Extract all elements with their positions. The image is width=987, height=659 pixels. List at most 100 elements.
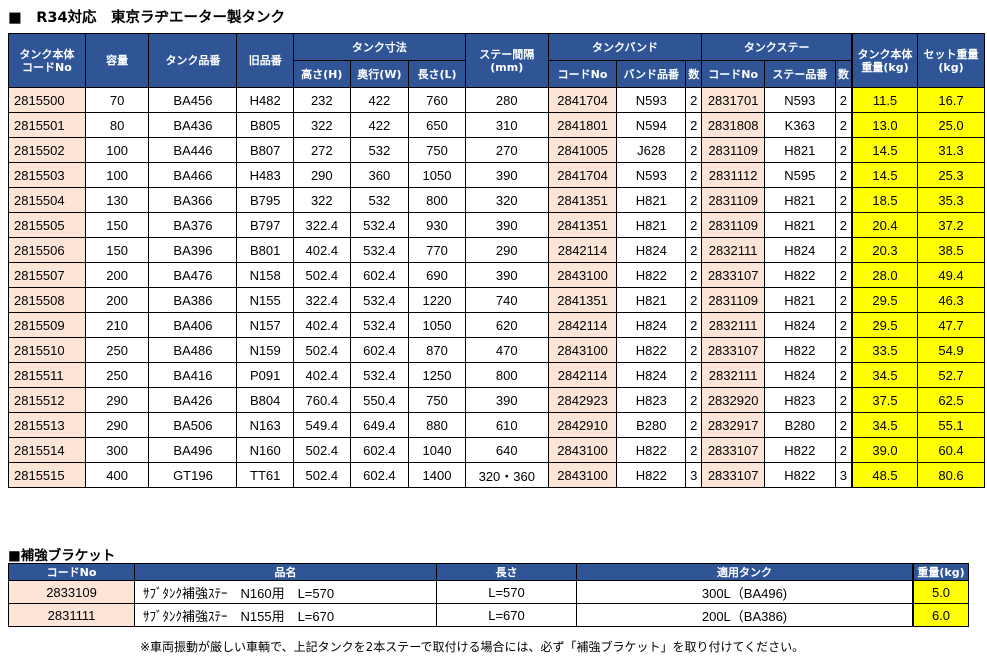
- cell-band-code: 2841351: [547, 187, 618, 213]
- weight-row: 39.0 60.4: [852, 437, 985, 463]
- cell-height: 502.4: [293, 462, 351, 488]
- bracket-row: 2833109 ｻﾌﾞﾀﾝｸ補強ｽﾃｰ N160用 L=570 L=570 300L（…: [8, 580, 913, 604]
- cell-depth: 532.4: [349, 312, 410, 338]
- cell-model: BA416: [148, 362, 238, 388]
- cell-capacity: 210: [84, 312, 150, 338]
- cell-band-model: H822: [616, 462, 687, 488]
- cell-band-model: H824: [616, 237, 687, 263]
- table-row: 2815502 100 BA446 B807 272 532 750 270 2841005 J6…: [8, 137, 853, 163]
- cell-stay-code: 2831109: [701, 137, 765, 163]
- cell-stay-spacing: 390: [464, 162, 549, 188]
- weight-row: 20.3 38.5: [852, 237, 985, 263]
- cell-length: 770: [408, 237, 466, 263]
- bracket-cell-length: L=670: [436, 603, 577, 627]
- cell-stay-model: N595: [763, 162, 836, 188]
- cell-body-weight: 11.5: [852, 87, 918, 113]
- cell-stay-qty: 2: [834, 262, 853, 288]
- cell-stay-code: 2831109: [701, 187, 765, 213]
- cell-length: 650: [408, 112, 466, 138]
- cell-length: 1220: [408, 287, 466, 313]
- weight-row: 48.5 80.6: [852, 462, 985, 488]
- cell-old-model: N163: [236, 412, 294, 438]
- cell-band-qty: 2: [685, 137, 703, 163]
- cell-stay-spacing: 310: [464, 112, 549, 138]
- cell-depth: 602.4: [349, 337, 410, 363]
- cell-set-weight: 55.1: [917, 412, 985, 438]
- cell-stay-code: 2831701: [701, 87, 765, 113]
- cell-height: 502.4: [293, 262, 351, 288]
- cell-band-model: H824: [616, 362, 687, 388]
- table-row: 2815505 150 BA376 B797 322.4 532.4 930 390 28413…: [8, 212, 853, 238]
- cell-length: 880: [408, 412, 466, 438]
- cell-capacity: 80: [84, 112, 150, 138]
- cell-band-code: 2842114: [547, 312, 618, 338]
- cell-stay-qty: 2: [834, 337, 853, 363]
- cell-height: 402.4: [293, 237, 351, 263]
- cell-stay-code: 2831112: [701, 162, 765, 188]
- cell-stay-qty: 2: [834, 87, 853, 113]
- cell-body-weight: 20.3: [852, 237, 918, 263]
- cell-band-model: H821: [616, 287, 687, 313]
- table-row: 2815503 100 BA466 H483 290 360 1050 390 2841704 N…: [8, 162, 853, 188]
- cell-code: 2815503: [8, 162, 86, 188]
- cell-model: BA436: [148, 112, 238, 138]
- cell-set-weight: 25.3: [917, 162, 985, 188]
- cell-stay-model: N593: [763, 87, 836, 113]
- cell-model: BA426: [148, 387, 238, 413]
- cell-old-model: B795: [236, 187, 294, 213]
- cell-stay-spacing: 470: [464, 337, 549, 363]
- cell-stay-qty: 2: [834, 312, 853, 338]
- cell-stay-spacing: 270: [464, 137, 549, 163]
- cell-body-weight: 29.5: [852, 287, 918, 313]
- cell-body-weight: 34.5: [852, 412, 918, 438]
- cell-band-model: H821: [616, 187, 687, 213]
- cell-band-qty: 2: [685, 387, 703, 413]
- header-old-model: 旧品番: [236, 33, 294, 88]
- cell-old-model: N159: [236, 337, 294, 363]
- cell-model: BA466: [148, 162, 238, 188]
- cell-code: 2815512: [8, 387, 86, 413]
- cell-stay-code: 2831109: [701, 212, 765, 238]
- cell-depth: 422: [349, 87, 410, 113]
- cell-band-model: H824: [616, 312, 687, 338]
- cell-height: 502.4: [293, 337, 351, 363]
- cell-old-model: N160: [236, 437, 294, 463]
- cell-model: GT196: [148, 462, 238, 488]
- table-row: 2815510 250 BA486 N159 502.4 602.4 870 470 28431…: [8, 337, 853, 363]
- cell-old-model: B801: [236, 237, 294, 263]
- cell-length: 1400: [408, 462, 466, 488]
- cell-model: BA376: [148, 212, 238, 238]
- cell-band-qty: 2: [685, 212, 703, 238]
- table-row: 2815513 290 BA506 N163 549.4 649.4 880 610 28429…: [8, 412, 853, 438]
- cell-body-weight: 29.5: [852, 312, 918, 338]
- header-stay-spacing: ステー間隔 (mm): [464, 33, 549, 88]
- cell-body-weight: 14.5: [852, 162, 918, 188]
- cell-band-code: 2841351: [547, 212, 618, 238]
- cell-stay-model: H822: [763, 462, 836, 488]
- cell-band-code: 2841005: [547, 137, 618, 163]
- cell-stay-spacing: 290: [464, 237, 549, 263]
- cell-length: 1050: [408, 162, 466, 188]
- cell-length: 750: [408, 137, 466, 163]
- cell-code: 2815513: [8, 412, 86, 438]
- cell-body-weight: 37.5: [852, 387, 918, 413]
- cell-set-weight: 25.0: [917, 112, 985, 138]
- weight-row: 13.0 25.0: [852, 112, 985, 138]
- cell-band-qty: 2: [685, 312, 703, 338]
- cell-band-code: 2842923: [547, 387, 618, 413]
- cell-length: 1050: [408, 312, 466, 338]
- cell-depth: 532.4: [349, 237, 410, 263]
- cell-stay-qty: 2: [834, 362, 853, 388]
- cell-stay-model: H821: [763, 137, 836, 163]
- cell-code: 2815501: [8, 112, 86, 138]
- cell-code: 2815506: [8, 237, 86, 263]
- cell-stay-spacing: 390: [464, 262, 549, 288]
- cell-set-weight: 49.4: [917, 262, 985, 288]
- cell-band-code: 2841704: [547, 162, 618, 188]
- header-band-qty: 数: [685, 60, 703, 88]
- cell-set-weight: 38.5: [917, 237, 985, 263]
- cell-model: BA456: [148, 87, 238, 113]
- cell-stay-model: H823: [763, 387, 836, 413]
- cell-model: BA506: [148, 412, 238, 438]
- cell-depth: 532: [349, 187, 410, 213]
